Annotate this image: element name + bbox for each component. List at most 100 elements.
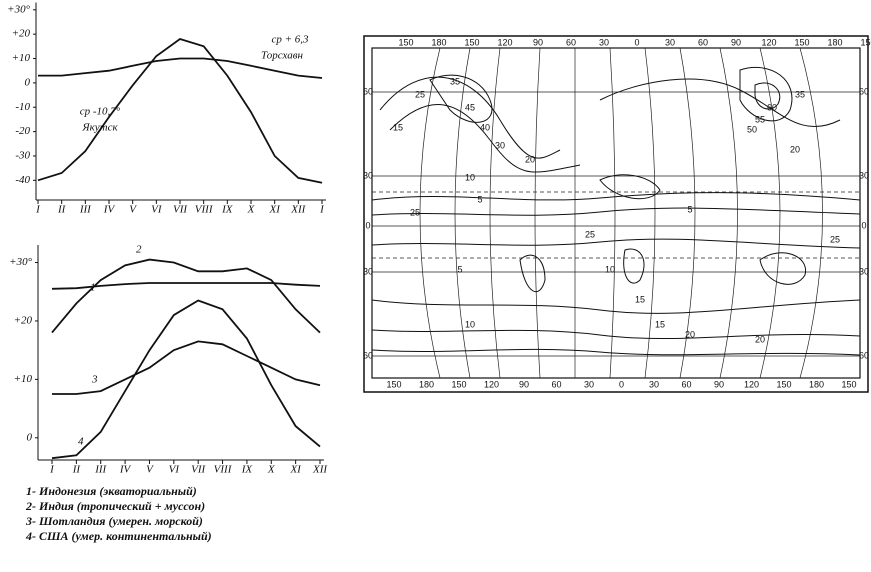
isoline-label: 20: [685, 329, 695, 339]
legend-entry: 1- Индонезия (экваториальный): [26, 484, 197, 498]
longitude-label: 180: [431, 37, 446, 47]
x-tick-label: V: [146, 464, 154, 476]
x-tick-label: VII: [173, 204, 188, 216]
x-tick-label: X: [247, 204, 256, 216]
series-line: [51, 299, 321, 460]
isoline-label: 25: [410, 207, 420, 217]
isoline-label: 10: [465, 172, 475, 182]
series-line: [51, 258, 321, 334]
curve-label: 4: [78, 436, 84, 448]
latitude-label: 30: [363, 170, 373, 180]
isoline-label: 5: [687, 204, 692, 214]
longitude-label: 60: [681, 379, 691, 389]
isoline-label: 50: [747, 124, 757, 134]
y-tick-label: +20: [14, 314, 33, 326]
x-tick-label: VI: [169, 464, 181, 476]
longitude-label: 90: [533, 37, 543, 47]
longitude-label: 120: [744, 379, 759, 389]
y-tick-label: -10: [15, 101, 30, 113]
isoline-label: 20: [525, 154, 535, 164]
series-label: Торсхавн: [261, 50, 303, 62]
latitude-label: 30: [859, 170, 869, 180]
latitude-label: 0: [861, 220, 866, 230]
x-tick-label: XI: [289, 464, 302, 476]
longitude-label: 60: [551, 379, 561, 389]
series-line: [51, 282, 321, 290]
isolines: [371, 66, 861, 356]
y-tick-label: +10: [14, 373, 33, 385]
longitude-label: 0: [634, 37, 639, 47]
x-tick-label: X: [267, 464, 276, 476]
isoline-label: 25: [830, 234, 840, 244]
x-tick-label: XII: [312, 464, 328, 476]
isoline-label: 15: [393, 122, 403, 132]
isoline-label: 25: [415, 89, 425, 99]
latitude-label: 0: [365, 220, 370, 230]
isoline-label: 20: [755, 334, 765, 344]
y-tick-label: +30°: [9, 256, 32, 268]
latitude-label: 30: [363, 266, 373, 276]
y-tick-label: 0: [27, 431, 33, 443]
isoline-map: 1501801501209060300306090120150180150150…: [363, 35, 871, 393]
y-tick-label: +30°: [7, 3, 30, 15]
x-tick-label: XI: [268, 204, 281, 216]
y-tick-label: -30: [15, 149, 30, 161]
longitude-label: 120: [761, 37, 776, 47]
isoline-label: 45: [465, 102, 475, 112]
series-label: Якутск: [81, 122, 118, 134]
longitude-label: 150: [464, 37, 479, 47]
isoline-label: 55: [755, 114, 765, 124]
x-tick-label: VII: [191, 464, 206, 476]
longitude-label: 150: [860, 37, 871, 47]
isoline-label: 15: [635, 294, 645, 304]
latitude-label: 60: [859, 86, 869, 96]
x-tick-label: II: [57, 204, 67, 216]
longitude-label: 30: [584, 379, 594, 389]
y-tick-label: +20: [12, 28, 31, 40]
longitude-label: 120: [484, 379, 499, 389]
isoline-label: 10: [605, 264, 615, 274]
longitude-label: 90: [731, 37, 741, 47]
isoline-label: 15: [655, 319, 665, 329]
x-tick-label: VIII: [214, 464, 233, 476]
longitude-label: 90: [519, 379, 529, 389]
legend-entry: 2- Индия (тропический + муссон): [25, 499, 205, 513]
y-tick-label: 0: [25, 76, 31, 88]
annotation: ср + 6,3: [271, 34, 309, 46]
map-outer-frame: [363, 35, 869, 393]
series-line: [52, 340, 321, 395]
longitude-label: 30: [649, 379, 659, 389]
x-tick-label: III: [94, 464, 107, 476]
legend: 1- Индонезия (экваториальный)2- Индия (т…: [25, 484, 212, 543]
y-tick-label: -20: [15, 125, 30, 137]
x-tick-label: II: [72, 464, 82, 476]
longitude-label: 150: [451, 379, 466, 389]
latitude-label: 60: [859, 350, 869, 360]
x-tick-label: V: [129, 204, 137, 216]
x-tick-label: VI: [151, 204, 163, 216]
latitude-label: 30: [859, 266, 869, 276]
longitude-label: 180: [419, 379, 434, 389]
isoline-label: 35: [795, 89, 805, 99]
longitude-label: 30: [599, 37, 609, 47]
longitude-label: 60: [698, 37, 708, 47]
annotation: ср -10,7°: [80, 106, 121, 118]
longitude-label: 150: [841, 379, 856, 389]
isoline-label: 35: [450, 76, 460, 86]
longitude-label: 60: [566, 37, 576, 47]
x-tick-label: VIII: [195, 204, 214, 216]
y-tick-label: +10: [12, 52, 31, 64]
longitude-label: 180: [827, 37, 842, 47]
longitude-label: 180: [809, 379, 824, 389]
legend-entry: 4- США (умер. континентальный): [25, 529, 212, 543]
latitude-label: 60: [363, 350, 373, 360]
longitude-label: 150: [776, 379, 791, 389]
map-inner-frame: [371, 47, 861, 379]
isoline-label: 10: [465, 319, 475, 329]
longitude-label: 150: [794, 37, 809, 47]
longitude-label: 0: [619, 379, 624, 389]
series-line: [38, 57, 323, 79]
isoline-label: 5: [477, 194, 482, 204]
isoline-label: 40: [480, 122, 490, 132]
